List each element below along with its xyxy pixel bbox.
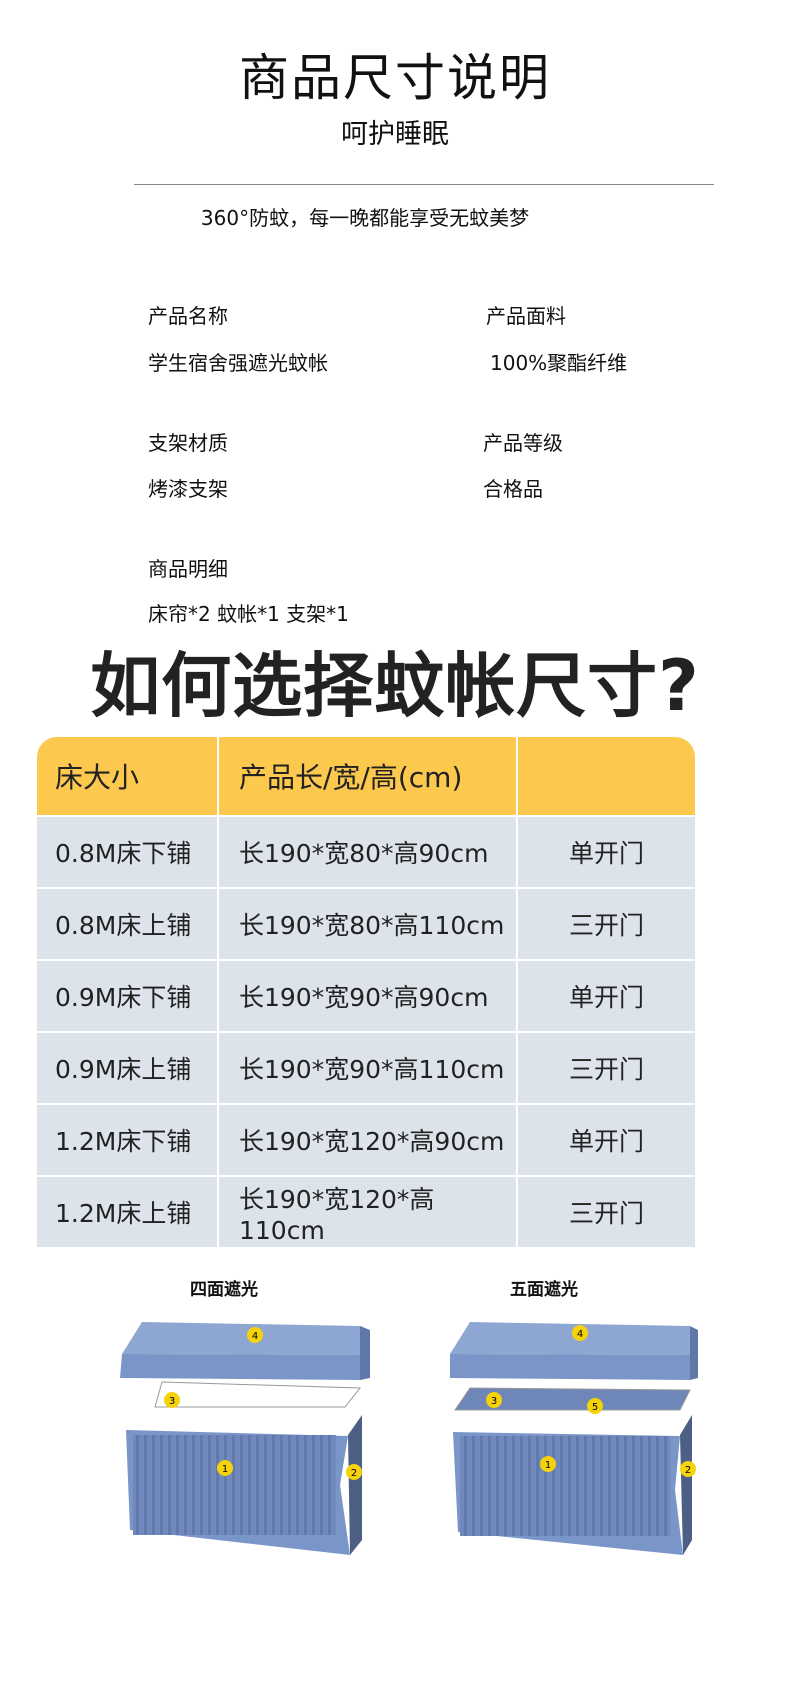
cell-dimensions: 长190*宽80*高90cm — [219, 817, 518, 887]
tagline: 360°防蚊，每一晚都能享受无蚊美梦 — [200, 206, 530, 230]
svg-text:1: 1 — [545, 1460, 551, 1471]
blackout-illustrations: 4 3 1 2 4 3 5 1 2 — [120, 1322, 698, 1555]
table-row: 1.2M床下铺 长190*宽120*高90cm 单开门 — [37, 1103, 695, 1175]
spec-label-fabric: 产品面料 — [486, 304, 566, 328]
cell-bed-size: 1.2M床下铺 — [37, 1105, 219, 1175]
header-dimensions: 产品长/宽/高(cm) — [219, 737, 518, 815]
spec-value-fabric: 100%聚酯纤维 — [490, 351, 628, 375]
cell-bed-size: 0.9M床上铺 — [37, 1033, 219, 1103]
marker-1-icon: 1 — [217, 1460, 233, 1476]
marker-4-icon: 4 — [247, 1327, 263, 1343]
divider — [134, 184, 714, 185]
cell-door: 单开门 — [568, 983, 644, 1012]
five-side-box-illustration: 4 3 5 1 2 — [450, 1322, 698, 1555]
spec-label-contents: 商品明细 — [148, 557, 228, 581]
cell-bed-size: 1.2M床上铺 — [37, 1177, 219, 1247]
cell-door: 单开门 — [568, 1127, 644, 1156]
marker-4-icon: 4 — [572, 1325, 588, 1341]
cell-door: 单开门 — [568, 839, 644, 868]
cell-dimensions: 长190*宽90*高90cm — [219, 961, 518, 1031]
spec-label-grade: 产品等级 — [483, 431, 563, 455]
svg-text:4: 4 — [252, 1331, 258, 1342]
svg-text:3: 3 — [491, 1396, 497, 1407]
cell-door: 三开门 — [568, 1199, 644, 1228]
svg-text:2: 2 — [685, 1465, 691, 1476]
cell-dimensions: 长190*宽120*高90cm — [219, 1105, 518, 1175]
svg-text:3: 3 — [169, 1396, 175, 1407]
marker-3-icon: 3 — [164, 1392, 180, 1408]
spec-label-name: 产品名称 — [148, 304, 228, 328]
size-guide-title: 如何选择蚊帐尺寸? — [90, 645, 700, 727]
cell-dimensions: 长190*宽80*高110cm — [219, 889, 518, 959]
illustration-label-five: 五面遮光 — [510, 1280, 578, 1300]
marker-2-icon: 2 — [346, 1464, 362, 1480]
spec-value-name: 学生宿舍强遮光蚊帐 — [148, 351, 328, 375]
svg-text:1: 1 — [222, 1464, 228, 1475]
page-subtitle: 呵护睡眠 — [341, 119, 449, 150]
svg-text:4: 4 — [577, 1329, 583, 1340]
cell-door: 三开门 — [568, 911, 644, 940]
svg-text:5: 5 — [592, 1402, 598, 1413]
marker-5-icon: 5 — [587, 1398, 603, 1414]
spec-label-frame: 支架材质 — [148, 431, 228, 455]
spec-value-grade: 合格品 — [483, 477, 543, 501]
cell-dimensions: 长190*宽90*高110cm — [219, 1033, 518, 1103]
header-door — [518, 737, 695, 815]
page-title: 商品尺寸说明 — [239, 49, 551, 107]
spec-value-contents: 床帘*2 蚊帐*1 支架*1 — [148, 602, 349, 626]
header-bed-size: 床大小 — [37, 737, 219, 815]
svg-text:2: 2 — [351, 1468, 357, 1479]
table-row: 0.8M床下铺 长190*宽80*高90cm 单开门 — [37, 815, 695, 887]
size-table: 床大小 产品长/宽/高(cm) 0.8M床下铺 长190*宽80*高90cm 单开门… — [37, 737, 695, 1247]
spec-value-frame: 烤漆支架 — [148, 477, 228, 501]
marker-2-icon: 2 — [680, 1461, 696, 1477]
cell-door: 三开门 — [568, 1055, 644, 1084]
marker-1-icon: 1 — [540, 1456, 556, 1472]
marker-3-icon: 3 — [486, 1392, 502, 1408]
table-row: 0.8M床上铺 长190*宽80*高110cm 三开门 — [37, 887, 695, 959]
cell-bed-size: 0.8M床下铺 — [37, 817, 219, 887]
table-row: 0.9M床下铺 长190*宽90*高90cm 单开门 — [37, 959, 695, 1031]
cell-bed-size: 0.8M床上铺 — [37, 889, 219, 959]
cell-bed-size: 0.9M床下铺 — [37, 961, 219, 1031]
table-row: 1.2M床上铺 长190*宽120*高110cm 三开门 — [37, 1175, 695, 1247]
illustration-label-four: 四面遮光 — [190, 1280, 258, 1300]
cell-dimensions: 长190*宽120*高110cm — [219, 1177, 518, 1247]
four-side-box-illustration: 4 3 1 2 — [120, 1322, 370, 1555]
table-header: 床大小 产品长/宽/高(cm) — [37, 737, 695, 815]
table-row: 0.9M床上铺 长190*宽90*高110cm 三开门 — [37, 1031, 695, 1103]
